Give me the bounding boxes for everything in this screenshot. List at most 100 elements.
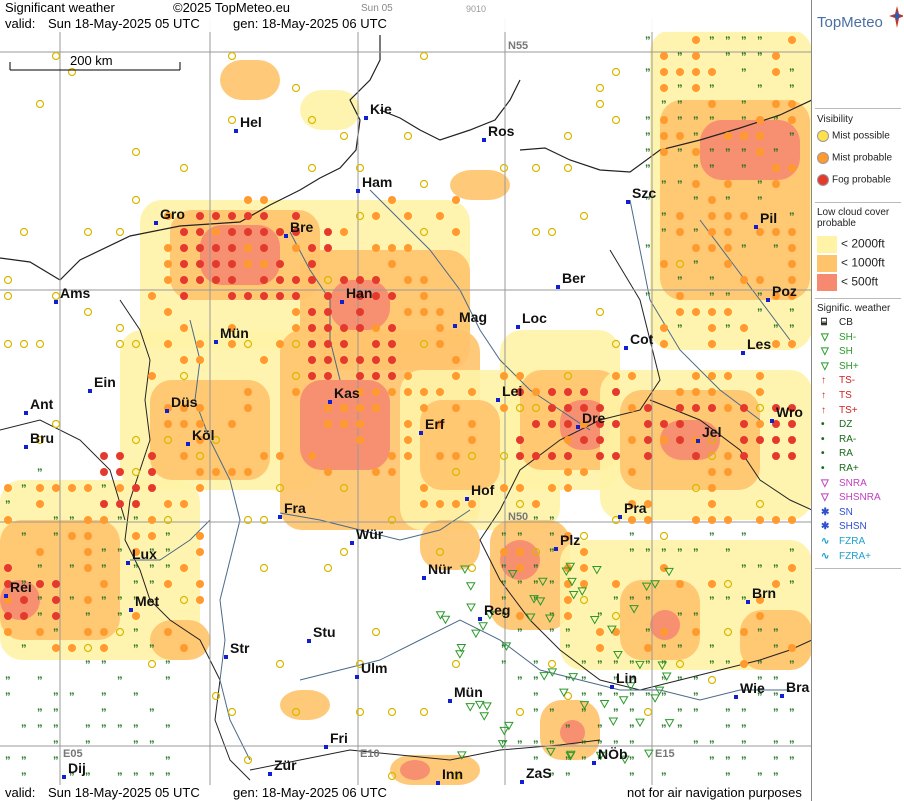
city-label: Pra [624,500,647,516]
mist-probable-symbol [196,596,204,604]
mist-probable-symbol [452,500,460,508]
drizzle-symbol: ” [757,51,763,63]
drizzle-symbol: ” [677,51,683,63]
drizzle-symbol: ” [725,755,731,767]
fog-symbol [116,452,124,460]
drizzle-symbol: ” [693,131,699,143]
mist-possible-symbol [211,691,221,701]
mist-probable-symbol [164,276,172,284]
mist-possible-symbol [531,547,541,557]
mist-possible-symbol [259,563,269,573]
fog-symbol [180,292,188,300]
drizzle-symbol: ” [645,131,651,143]
legend-cloud-item: < 2000ft [817,236,885,253]
shower-symbol [577,587,588,596]
mist-probable-symbol [708,100,716,108]
city-marker [419,431,423,435]
mist-probable-symbol [452,452,460,460]
city-label: Ein [94,374,116,390]
mist-possible-symbol [515,707,525,717]
shower-symbol [635,660,645,670]
mist-probable-symbol [740,212,748,220]
mist-possible-symbol [755,403,765,413]
mist-possible-symbol [675,259,685,269]
drizzle-symbol: ” [677,547,683,559]
mist-probable-symbol [148,516,156,524]
fog-symbol [212,276,220,284]
fog-symbol [228,244,236,252]
mist-possible-symbol [451,659,461,669]
drizzle-symbol: ” [133,595,139,607]
drizzle-symbol: ” [693,115,699,127]
drizzle-symbol: ” [117,595,123,607]
drizzle-symbol: ” [565,755,571,767]
drizzle-symbol: ” [757,563,763,575]
drizzle-symbol: ” [661,99,667,111]
city-marker [234,129,238,133]
mist-probable-symbol [740,324,748,332]
drizzle-symbol: ” [741,35,747,47]
grid-label-n55: N55 [508,40,528,52]
city-cot: Cot [624,331,654,350]
mist-probable-symbol [84,516,92,524]
mist-possible-symbol [467,451,477,461]
mist-probable-symbol [708,500,716,508]
mist-probable-symbol [692,52,700,60]
fog-symbol [116,500,124,508]
drizzle-symbol: ” [629,531,635,543]
drizzle-symbol: ” [741,707,747,719]
fog-symbol [324,308,332,316]
mist-possible-symbol [531,227,541,237]
fog-symbol [116,468,124,476]
mist-probable-symbol [788,228,796,236]
fog-symbol [788,452,796,460]
city-label: Zür [274,757,297,773]
drizzle-symbol: ” [773,771,779,783]
drizzle-symbol: ” [725,147,731,159]
legend-label: < 2000ft [841,236,885,251]
mist-possible-symbol [227,51,237,61]
mist-possible-symbol [691,483,701,493]
day-label: Sun 05 [361,3,393,14]
drizzle-symbol: ” [133,771,139,783]
mist-probable-symbol [756,132,764,140]
drizzle-symbol: ” [101,659,107,671]
drizzle-symbol: ” [597,611,603,623]
mist-probable-symbol [596,644,604,652]
city-marker [780,694,784,698]
mist-probable-symbol [708,308,716,316]
drizzle-symbol: ” [757,627,763,639]
city-marker [307,639,311,643]
mist-probable-symbol [740,660,748,668]
drizzle-symbol: ” [709,147,715,159]
city-mag: Mag [453,309,487,328]
drizzle-symbol: ” [773,147,779,159]
city-marker [516,325,520,329]
product-code: 9010 [466,4,487,14]
mist-probable-symbol [180,500,188,508]
fog-symbol [4,612,12,620]
mist-probable-symbol [180,420,188,428]
shower-symbol [535,597,546,606]
drizzle-symbol: ” [533,739,539,751]
drizzle-symbol: ” [741,755,747,767]
mist-probable-symbol [628,516,636,524]
fog-symbol [548,388,556,396]
fog-symbol [244,212,252,220]
drizzle-symbol: ” [117,547,123,559]
fog-symbol [132,484,140,492]
mist-probable-symbol [420,484,428,492]
drizzle-symbol: ” [773,755,779,767]
legend-label: < 500ft [841,274,879,289]
shower-symbol [664,719,675,728]
drizzle-symbol: ” [741,595,747,607]
drizzle-symbol: ” [69,771,75,783]
city-les: Les [741,336,771,355]
city-label: Plz [560,532,580,548]
mist-probable-symbol [68,644,76,652]
mist-probable-symbol [692,180,700,188]
mist-probable-symbol [452,356,460,364]
weather-map[interactable]: ” ” ” ” ” ” ” ” ” ” ” ” ” ” ” ” ” ” ” ” ” ” ” ” ” ” ” ” ” ” ” ” ” ” ” ” ” ” ” ”… [0,0,812,801]
drizzle-symbol: ” [133,691,139,703]
mist-probable-symbol [244,404,252,412]
